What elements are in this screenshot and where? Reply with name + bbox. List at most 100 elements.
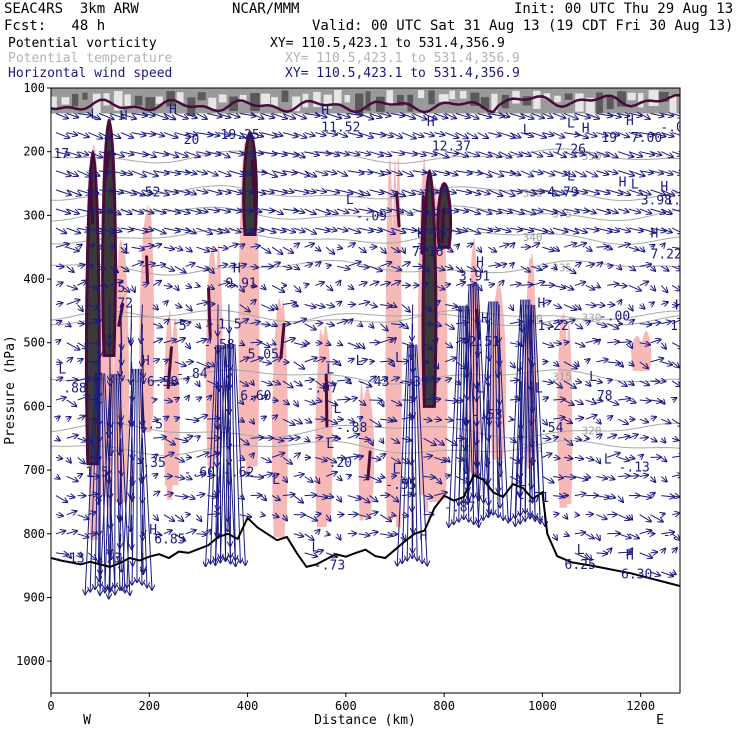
wind-vector: [153, 324, 162, 328]
wind-vector: [77, 377, 91, 381]
wind-vector: [163, 285, 172, 286]
wind-vector: [412, 227, 423, 233]
wind-vector: [596, 553, 607, 554]
wind-vector: [445, 209, 458, 211]
wind-vector: [628, 457, 635, 458]
wind-vector: [207, 227, 222, 233]
wind-vector: [272, 438, 283, 441]
wind-vector: [509, 284, 521, 286]
wind-vector: [585, 264, 594, 266]
wind-vector: [315, 380, 325, 388]
wind-vector: [401, 515, 408, 516]
extremum-label: L: [631, 178, 639, 193]
wind-vector: [585, 552, 592, 560]
stratosphere-pv-cell: [365, 91, 371, 111]
wind-vector: [347, 496, 361, 500]
wind-vector: [596, 171, 608, 175]
wind-vector: [240, 244, 245, 247]
extremum-label: 19: [601, 131, 617, 146]
wind-vector: [477, 151, 492, 156]
wind-vector: [141, 304, 142, 343]
extremum-label: -.01: [660, 120, 691, 135]
wind-vector: [488, 284, 494, 285]
wind-vector: [315, 247, 320, 251]
wind-vector: [239, 228, 254, 231]
wind-vector: [574, 552, 588, 559]
wind-vector: [121, 361, 122, 380]
wind-vector: [607, 247, 612, 249]
wind-vector: [444, 113, 456, 118]
wind-vector: [77, 281, 87, 286]
wind-vector: [271, 381, 280, 384]
wind-vector: [55, 189, 71, 195]
wind-vector: [509, 170, 520, 175]
wind-vector: [315, 323, 322, 324]
wind-vector: [142, 361, 143, 383]
wind-vector: [56, 438, 60, 440]
wind-vector: [607, 133, 619, 136]
wind-vector: [498, 457, 499, 492]
wind-vector: [325, 246, 334, 254]
wind-vector-fan: [488, 301, 493, 517]
wind-vector: [455, 171, 472, 174]
wind-vector: [542, 170, 554, 175]
wind-vector: [585, 247, 592, 251]
wind-vector: [369, 376, 375, 381]
wind-vector: [401, 228, 416, 231]
wind-vector: [283, 476, 287, 482]
extremum-label: H: [660, 180, 668, 195]
wind-vector: [596, 476, 607, 478]
wind-vector: [380, 113, 390, 116]
wind-vector: [434, 133, 444, 135]
wind-vector: [596, 359, 607, 361]
wind-vector: [455, 228, 467, 231]
wind-vector: [315, 437, 322, 438]
wind-vector: [466, 227, 480, 233]
wind-vector-fan: [454, 305, 462, 524]
wind-vector: [347, 514, 358, 515]
tropopause-pv-contour: [51, 93, 680, 114]
wind-vector: [444, 378, 451, 381]
wind-vector: [650, 438, 657, 441]
wind-vector: [639, 361, 648, 368]
wind-vector: [218, 247, 228, 248]
wind-vector: [196, 266, 208, 270]
wind-vector: [651, 285, 656, 290]
wind-vector: [401, 494, 412, 495]
stratosphere-pv-cell: [554, 95, 561, 103]
wind-vector: [283, 514, 287, 521]
wind-vector: [628, 476, 638, 477]
wind-vector: [488, 133, 500, 136]
wind-vector: [282, 400, 289, 404]
extremum-label: -.00: [599, 309, 630, 324]
wind-vector: [336, 189, 353, 194]
wind-vector: [196, 113, 206, 119]
x-tick-label: 0: [47, 699, 54, 713]
wind-vector: [66, 435, 78, 438]
wind-vector: [305, 284, 309, 285]
wind-vector: [152, 492, 159, 496]
wind-vector: [121, 438, 122, 475]
wind-vector: [304, 495, 317, 496]
wind-vector: [423, 398, 436, 400]
wind-vector: [315, 400, 321, 401]
wind-vector: [542, 397, 548, 400]
wind-vector: [293, 419, 302, 423]
wind-vector: [520, 170, 533, 176]
wind-vector: [466, 283, 476, 285]
extremum-label: H: [626, 548, 634, 563]
wind-vector: [347, 285, 354, 289]
wind-vector: [466, 189, 481, 194]
stratosphere-pv-cell: [659, 91, 669, 102]
wind-vector: [499, 244, 508, 247]
wind-vector: [272, 305, 277, 310]
wind-vector: [142, 495, 143, 535]
wind-vector: [671, 227, 680, 233]
wind-vector: [379, 246, 386, 253]
wind-vector: [487, 400, 488, 420]
wind-vector: [553, 457, 559, 458]
wind-vector: [509, 228, 522, 230]
wind-vector-fan: [137, 368, 142, 585]
wind-vector: [131, 133, 146, 136]
wind-vector: [629, 304, 633, 311]
